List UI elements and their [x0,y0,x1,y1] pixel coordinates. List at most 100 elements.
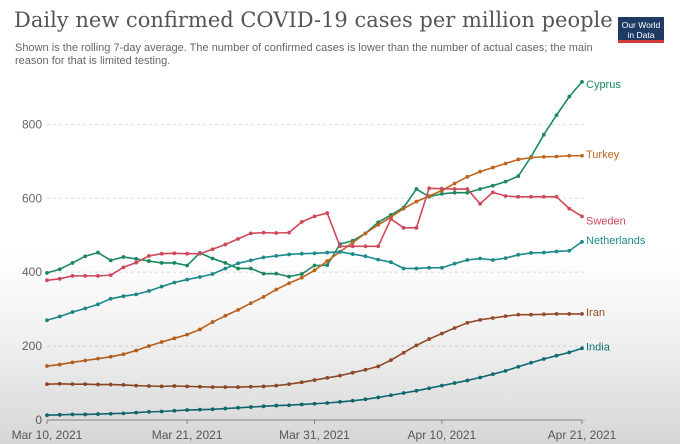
data-point-india-0 [45,413,49,418]
series-label-netherlands[interactable]: Netherlands [586,235,646,247]
data-point-turkey-12 [197,327,202,332]
data-point-india-16 [248,405,253,409]
data-point-iran-14 [223,385,228,390]
data-point-turkey-10 [172,336,177,341]
data-point-iran-30 [427,337,432,341]
data-point-cyprus-22 [325,263,330,268]
data-point-netherlands-0 [45,318,49,323]
data-point-netherlands-16 [248,258,253,263]
data-point-turkey-18 [274,287,279,292]
data-point-cyprus-14 [223,261,228,265]
data-point-cyprus-16 [248,266,253,271]
data-point-cyprus-8 [147,259,151,263]
data-point-sweden-40 [554,194,559,199]
data-point-india-29 [414,388,419,393]
data-point-netherlands-4 [96,302,100,307]
data-point-sweden-37 [516,194,521,199]
data-point-turkey-40 [554,154,559,159]
data-point-india-40 [554,353,559,358]
data-point-turkey-8 [147,344,151,348]
data-point-india-41 [567,350,572,355]
series-label-cyprus[interactable]: Cyprus [586,79,621,91]
data-point-india-9 [159,409,164,414]
logo-line-1: Our World [621,20,661,30]
data-point-netherlands-31 [439,265,444,270]
data-point-sweden-41 [567,206,572,211]
data-point-turkey-33 [465,174,470,179]
series-line-turkey[interactable] [46,154,582,367]
data-point-cyprus-31 [439,191,444,196]
data-point-netherlands-21 [312,251,317,256]
owid-logo[interactable]: Our World in Data [618,17,664,43]
data-point-iran-23 [338,373,342,378]
data-point-india-19 [287,403,291,408]
data-point-turkey-5 [108,354,113,359]
series-label-turkey[interactable]: Turkey [586,149,620,161]
data-point-sweden-38 [529,194,533,199]
series-label-iran[interactable]: Iran [586,307,605,319]
data-point-india-4 [96,412,100,416]
data-point-sweden-31 [439,186,444,191]
data-point-netherlands-29 [414,266,419,271]
data-point-turkey-24 [350,240,355,245]
data-point-netherlands-13 [210,272,215,276]
data-point-cyprus-2 [70,261,75,265]
data-point-sweden-1 [57,276,62,281]
data-point-turkey-9 [159,340,164,344]
data-point-turkey-29 [414,199,419,204]
data-point-turkey-0 [45,364,49,368]
data-point-turkey-11 [185,332,190,337]
data-point-turkey-22 [325,259,330,263]
data-point-sweden-3 [83,273,88,278]
data-point-turkey-28 [401,206,406,211]
series-label-india[interactable]: India [586,341,611,353]
data-point-cyprus-13 [210,256,215,261]
data-point-sweden-6 [121,265,126,270]
data-point-turkey-32 [452,181,457,186]
data-point-sweden-10 [172,251,177,256]
x-tick-label-1: Mar 21, 2021 [152,428,223,442]
data-point-netherlands-22 [325,250,330,255]
data-point-sweden-24 [350,244,355,249]
data-point-netherlands-24 [350,252,355,256]
data-point-netherlands-32 [452,261,457,266]
data-point-iran-27 [389,358,393,363]
data-point-india-10 [172,408,177,413]
data-point-turkey-38 [529,155,533,160]
data-point-netherlands-10 [172,280,177,285]
data-point-netherlands-5 [108,296,113,301]
data-point-india-8 [147,409,151,414]
data-point-netherlands-34 [478,256,482,261]
data-point-india-27 [389,393,393,398]
y-tick-label-400: 400 [22,265,42,279]
data-point-sweden-23 [338,244,342,249]
data-point-sweden-42 [580,214,584,219]
series-line-iran[interactable] [46,313,582,388]
data-point-india-1 [57,412,62,417]
series-label-sweden[interactable]: Sweden [586,215,626,227]
data-point-iran-5 [108,382,113,387]
data-point-iran-39 [541,312,546,317]
data-point-india-17 [261,404,266,409]
data-point-turkey-6 [121,352,126,357]
data-point-netherlands-2 [70,310,75,314]
series-line-cyprus[interactable] [46,81,583,278]
data-point-iran-17 [261,384,266,389]
data-point-sweden-14 [223,242,228,247]
data-point-turkey-37 [516,157,521,162]
data-point-netherlands-11 [185,277,190,282]
data-point-india-26 [376,395,381,400]
data-point-cyprus-33 [465,190,470,195]
data-point-iran-33 [465,320,470,325]
data-point-iran-11 [185,384,190,389]
data-point-sweden-36 [503,194,508,198]
data-point-netherlands-27 [389,260,393,265]
data-point-sweden-35 [490,190,495,195]
data-point-sweden-27 [389,217,393,221]
data-point-iran-25 [363,367,368,372]
y-tick-label-200: 200 [22,339,42,353]
data-point-cyprus-35 [490,183,495,188]
data-point-netherlands-37 [516,252,521,257]
data-point-iran-12 [197,384,202,389]
data-point-india-34 [478,375,482,380]
